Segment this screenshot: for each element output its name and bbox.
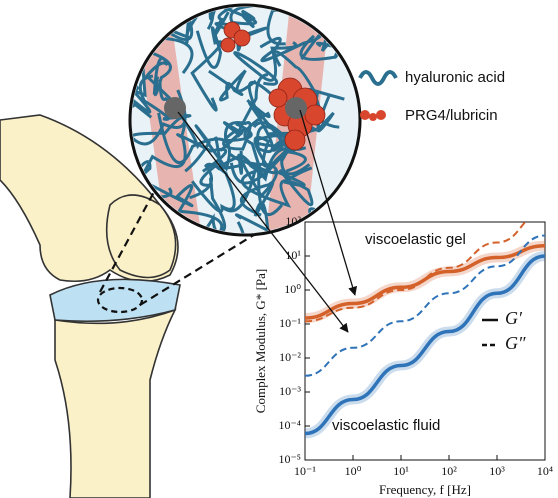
legend-label: G′	[505, 308, 523, 328]
legend-text: PRG4/lubricin	[405, 107, 498, 124]
series-group	[305, 222, 545, 439]
figure-legend: hyaluronic acid PRG4/lubricin	[358, 69, 505, 124]
y-tick-label: 10⁻²	[279, 350, 301, 364]
knee-drawing	[0, 114, 266, 498]
series-line	[305, 234, 545, 377]
y-axis-label: Complex Modulus, G* [Pa]	[253, 269, 268, 413]
x-tick-label: 10⁴	[537, 464, 553, 478]
annotation: viscoelastic gel	[365, 231, 466, 248]
y-tick-label: 10⁻¹	[279, 316, 301, 330]
x-axis-label: Frequency, f [Hz]	[379, 482, 471, 497]
y-tick-label: 10²	[285, 214, 301, 228]
y-tick-label: 10⁻⁴	[278, 418, 301, 432]
x-tick-label: 10⁰	[345, 464, 362, 478]
y-tick-label: 10⁻⁵	[278, 452, 301, 466]
arrow	[177, 111, 349, 333]
x-tick-label: 10⁻¹	[294, 464, 316, 478]
y-tick-label: 10¹	[285, 248, 301, 262]
y-tick-label: 10⁻³	[279, 384, 301, 398]
legend-text: hyaluronic acid	[405, 69, 505, 86]
annotation: viscoelastic fluid	[332, 417, 440, 434]
series-line	[305, 254, 545, 436]
series-line	[305, 222, 527, 323]
y-tick-label: 10⁰	[284, 282, 301, 296]
x-tick-label: 10³	[489, 464, 505, 478]
x-tick-label: 10²	[441, 464, 457, 478]
legend-label: G″	[505, 333, 526, 353]
arrow	[299, 109, 358, 296]
x-tick-label: 10¹	[393, 464, 409, 478]
